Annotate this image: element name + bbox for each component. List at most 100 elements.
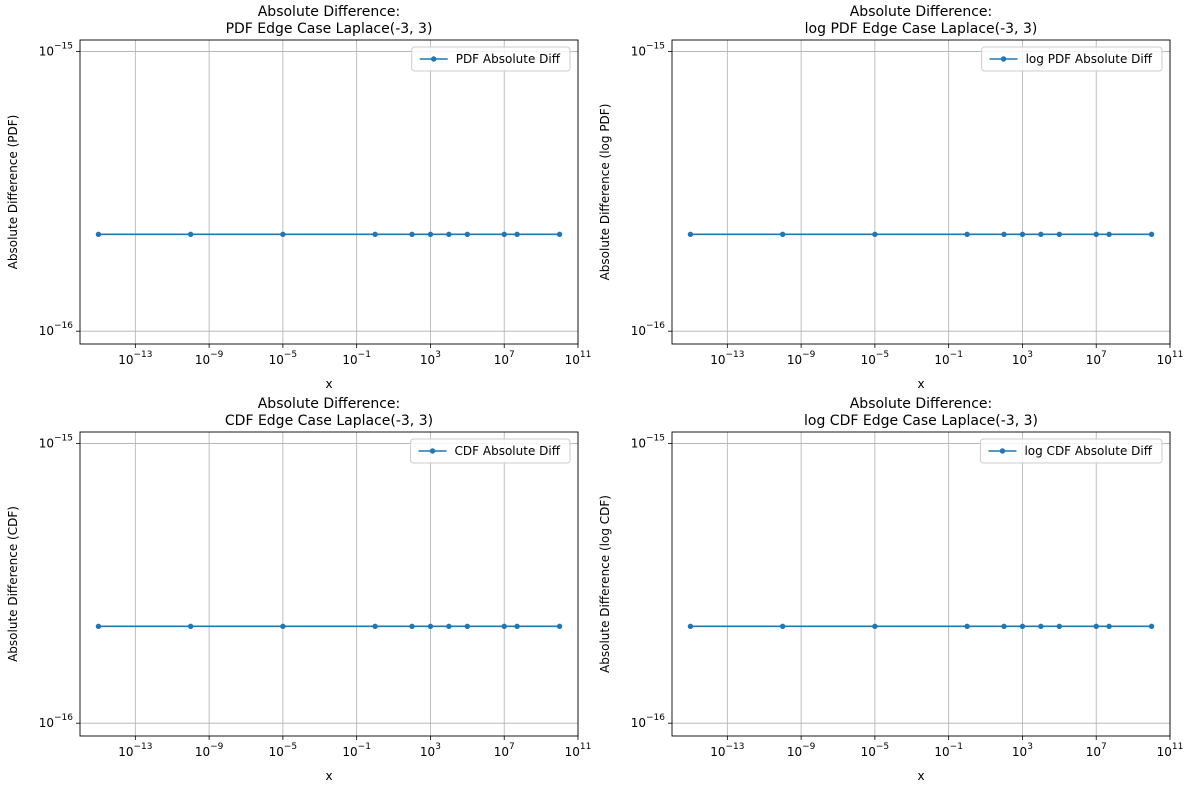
- x-tick-label: 103: [1012, 350, 1033, 367]
- legend-marker: [431, 56, 437, 62]
- x-tick-label: 10−9: [787, 350, 816, 367]
- legend-marker: [999, 448, 1006, 454]
- chart-title: log CDF Edge Case Laplace(-3, 3): [804, 413, 1038, 429]
- legend: PDF Absolute Diff: [411, 46, 571, 72]
- data-point: [280, 623, 286, 630]
- data-point: [779, 231, 786, 238]
- legend-box: [411, 46, 571, 72]
- x-axis-label: x: [917, 377, 924, 391]
- x-tick-label: 10−9: [195, 350, 224, 367]
- y-tick-label: 10−15: [631, 434, 665, 451]
- chart-title: PDF Edge Case Laplace(-3, 3): [226, 21, 433, 37]
- data-point: [1001, 623, 1007, 630]
- data-point: [95, 623, 102, 630]
- legend-box: [410, 438, 571, 464]
- data-point: [1106, 231, 1112, 238]
- x-tick-label: 103: [1012, 742, 1033, 759]
- x-tick-label: 10−1: [934, 350, 963, 367]
- data-point: [514, 231, 520, 238]
- x-tick-label: 10−5: [269, 350, 298, 367]
- y-tick-label: 10−16: [631, 713, 666, 730]
- x-tick-label: 10−13: [710, 742, 744, 759]
- data-point: [1038, 231, 1044, 238]
- legend-label: PDF Absolute Diff: [456, 52, 561, 66]
- y-tick-label: 10−16: [39, 713, 74, 730]
- x-tick-label: 10−5: [861, 350, 890, 367]
- data-point: [1148, 231, 1155, 238]
- x-tick-label: 10−9: [195, 742, 224, 759]
- x-tick-label: 103: [420, 742, 441, 759]
- chart-title: Absolute Difference:: [258, 4, 401, 20]
- legend: log CDF Absolute Diff: [979, 438, 1163, 464]
- x-tick-label: 10−5: [269, 742, 298, 759]
- x-tick-label: 10−1: [342, 742, 371, 759]
- legend-label: log PDF Absolute Diff: [1026, 52, 1153, 66]
- data-point: [372, 231, 378, 238]
- x-tick-label: 1011: [565, 742, 592, 759]
- y-tick-label: 10−15: [631, 42, 665, 59]
- data-point: [1056, 231, 1063, 238]
- data-point: [1019, 623, 1026, 630]
- data-point: [1148, 623, 1155, 630]
- data-point: [409, 231, 415, 238]
- data-point: [372, 623, 378, 630]
- data-point: [501, 623, 507, 630]
- chart-panel-log-cdf: 10−13 10−9 10−5 10−1 103 107 1011 10−16 10−15 x Ab…: [598, 396, 1183, 783]
- data-point: [779, 623, 786, 630]
- x-tick-label: 107: [1086, 742, 1107, 759]
- x-tick-label: 103: [420, 350, 441, 367]
- x-tick-label: 10−1: [934, 742, 963, 759]
- y-tick-label: 10−15: [39, 42, 73, 59]
- data-point: [1106, 623, 1112, 630]
- data-point: [446, 231, 452, 238]
- legend-box: [979, 438, 1163, 464]
- data-point: [427, 231, 434, 238]
- data-point: [464, 623, 471, 630]
- chart-panel-cdf: 10−13 10−9 10−5 10−1 103 107 1011 10−16 10−15 x Ab…: [6, 396, 591, 783]
- x-tick-label: 10−1: [342, 350, 371, 367]
- x-tick-label: 107: [1086, 350, 1107, 367]
- data-point: [556, 623, 563, 630]
- data-point: [1038, 623, 1044, 630]
- chart-title: Absolute Difference:: [258, 396, 401, 412]
- x-axis-label: x: [917, 769, 924, 783]
- data-point: [964, 623, 970, 630]
- chart-title: Absolute Difference:: [850, 4, 993, 20]
- legend-marker: [429, 448, 436, 454]
- y-axis-label: Absolute Difference (log PDF): [598, 104, 612, 281]
- data-point: [1056, 623, 1063, 630]
- legend: CDF Absolute Diff: [410, 438, 571, 464]
- x-tick-label: 1011: [565, 350, 592, 367]
- chart-panel-log-pdf: 10−13 10−9 10−5 10−1 103 107 1011 10−16 10−15 x Ab…: [598, 4, 1183, 391]
- data-point: [501, 231, 507, 238]
- legend-label: log CDF Absolute Diff: [1024, 444, 1152, 458]
- data-point: [1001, 231, 1007, 238]
- x-tick-label: 10−5: [861, 742, 890, 759]
- axes-frame: [671, 39, 1171, 345]
- data-point: [187, 231, 194, 238]
- data-point: [187, 623, 194, 630]
- y-axis-label: Absolute Difference (CDF): [6, 506, 20, 662]
- x-tick-label: 107: [494, 350, 515, 367]
- axes-frame: [671, 431, 1171, 737]
- data-point: [464, 231, 471, 238]
- data-point: [1019, 231, 1026, 238]
- data-point: [1093, 623, 1099, 630]
- data-point: [280, 231, 286, 238]
- chart-panel-pdf: 10−13 10−9 10−5 10−1 103 107 1011 10−16 10−15 x Ab…: [6, 4, 591, 391]
- chart-title: log PDF Edge Case Laplace(-3, 3): [805, 21, 1038, 37]
- axes-frame: [79, 431, 579, 737]
- data-point: [872, 231, 878, 238]
- legend: log PDF Absolute Diff: [981, 46, 1163, 72]
- data-point: [446, 623, 452, 630]
- data-point: [95, 231, 102, 238]
- data-point: [687, 623, 694, 630]
- x-tick-label: 107: [494, 742, 515, 759]
- x-tick-label: 10−13: [118, 742, 152, 759]
- y-tick-label: 10−16: [39, 321, 74, 338]
- axes-frame: [79, 39, 579, 345]
- y-axis-label: Absolute Difference (log CDF): [598, 495, 612, 673]
- data-point: [1093, 231, 1099, 238]
- chart-title: Absolute Difference:: [850, 396, 993, 412]
